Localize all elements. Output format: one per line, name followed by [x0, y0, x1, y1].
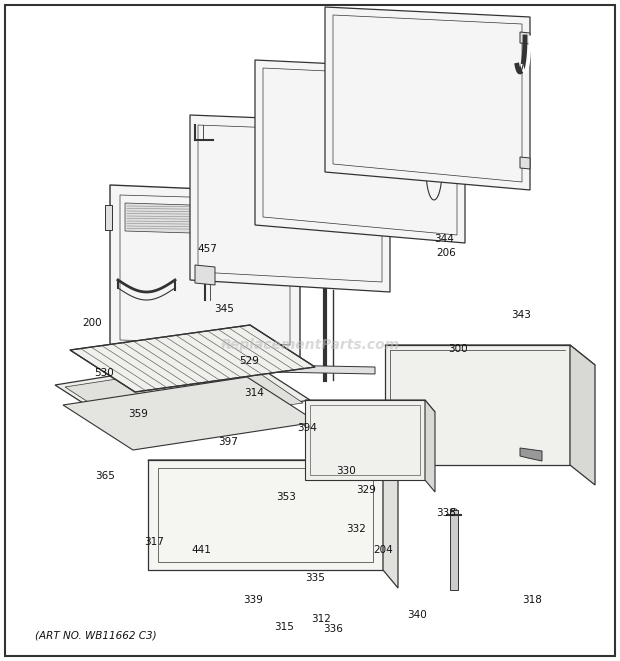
Polygon shape: [65, 360, 303, 428]
Polygon shape: [148, 460, 383, 570]
Polygon shape: [148, 460, 398, 478]
Text: 335: 335: [305, 572, 325, 583]
Polygon shape: [425, 110, 443, 155]
Polygon shape: [520, 157, 530, 169]
Text: 353: 353: [277, 492, 296, 502]
Polygon shape: [195, 265, 215, 285]
Polygon shape: [55, 355, 310, 430]
Text: 397: 397: [218, 436, 238, 447]
Text: 312: 312: [311, 613, 331, 624]
Text: 365: 365: [95, 471, 115, 481]
Text: 359: 359: [128, 408, 148, 419]
Polygon shape: [110, 185, 300, 358]
Text: 338: 338: [436, 508, 456, 518]
Polygon shape: [325, 7, 530, 190]
Text: 339: 339: [243, 595, 263, 605]
Polygon shape: [305, 400, 425, 480]
Polygon shape: [570, 345, 595, 485]
Text: 343: 343: [511, 309, 531, 320]
Text: 457: 457: [198, 243, 218, 254]
Polygon shape: [450, 510, 458, 590]
Text: 206: 206: [436, 247, 456, 258]
Text: 340: 340: [407, 609, 427, 620]
Text: (ART NO. WB11662 C3): (ART NO. WB11662 C3): [35, 630, 157, 640]
Text: 530: 530: [94, 368, 114, 378]
Polygon shape: [70, 325, 315, 392]
Text: 332: 332: [347, 524, 366, 534]
Text: 441: 441: [192, 545, 211, 555]
Polygon shape: [520, 32, 530, 44]
Text: 317: 317: [144, 537, 164, 547]
Text: 329: 329: [356, 485, 376, 496]
Text: 315: 315: [274, 621, 294, 632]
Text: 394: 394: [297, 423, 317, 434]
Polygon shape: [63, 377, 317, 450]
Polygon shape: [105, 205, 112, 230]
Text: 300: 300: [448, 344, 467, 354]
Polygon shape: [383, 460, 398, 588]
Text: 204: 204: [373, 545, 393, 555]
Polygon shape: [190, 115, 390, 292]
Polygon shape: [385, 345, 595, 365]
Text: 529: 529: [239, 356, 259, 366]
Text: 344: 344: [434, 234, 454, 245]
Polygon shape: [385, 345, 570, 465]
Polygon shape: [255, 60, 465, 243]
Text: 336: 336: [324, 624, 343, 635]
Polygon shape: [305, 400, 435, 412]
Text: 318: 318: [522, 595, 542, 605]
Text: 330: 330: [336, 465, 356, 476]
Text: 314: 314: [244, 387, 264, 398]
Polygon shape: [520, 448, 542, 461]
Text: 200: 200: [82, 317, 102, 328]
Text: ReplacementParts.com: ReplacementParts.com: [221, 338, 399, 352]
Polygon shape: [125, 203, 290, 236]
Polygon shape: [115, 362, 375, 374]
Text: 345: 345: [215, 304, 234, 315]
Polygon shape: [425, 400, 435, 492]
Polygon shape: [280, 175, 298, 202]
